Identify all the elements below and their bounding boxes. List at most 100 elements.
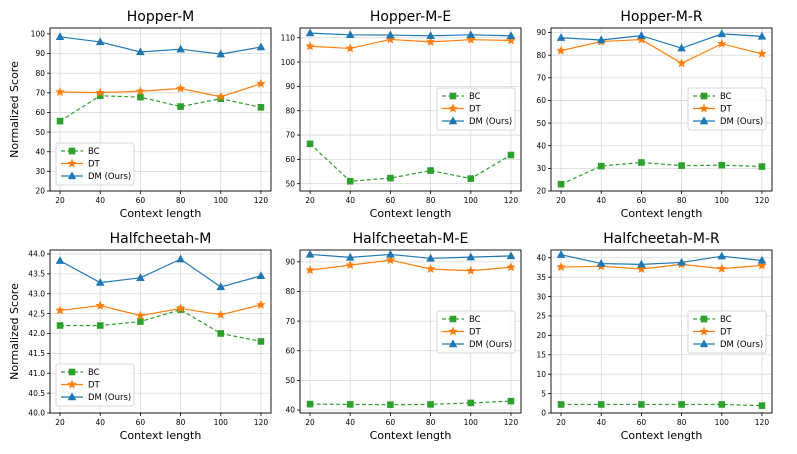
data-point-dt <box>556 45 566 55</box>
plot-frame <box>550 27 773 192</box>
legend-box <box>55 363 135 407</box>
y-tick-label: 80 <box>285 287 295 296</box>
data-point-bc <box>718 401 726 408</box>
x-axis-label: Context length <box>120 429 202 442</box>
x-tick-label: 80 <box>176 418 186 427</box>
data-point-dt <box>425 263 436 274</box>
x-tick-label: 120 <box>254 196 269 205</box>
x-tick-label: 80 <box>677 418 687 427</box>
legend-label-bc: BC <box>469 315 481 325</box>
panel-title: Hopper-M-R <box>620 9 703 25</box>
series-line-dt <box>309 259 512 272</box>
data-point-dt <box>175 303 186 313</box>
data-point-bc <box>56 117 64 125</box>
y-tick-label: 80 <box>35 69 45 78</box>
legend-label-dt: DT <box>88 381 101 391</box>
data-point-dm <box>426 31 435 39</box>
x-tick-label: 60 <box>386 418 396 427</box>
legend-label-bc: BC <box>720 315 732 325</box>
y-tick-label: 41.0 <box>28 369 45 378</box>
data-point-dm <box>556 33 566 41</box>
legend-marker-dt <box>699 103 709 113</box>
legend-marker-dm <box>448 339 458 348</box>
legend-label-bc: BC <box>469 92 481 102</box>
data-point-dm <box>136 47 145 56</box>
y-tick-label: 20 <box>536 187 546 196</box>
y-tick-label: 90 <box>285 258 295 267</box>
x-tick-label: 20 <box>305 196 315 205</box>
x-tick-label: 80 <box>677 196 687 205</box>
data-point-dm <box>305 249 315 258</box>
legend-label-dt: DT <box>720 105 733 115</box>
data-point-dt <box>305 41 315 51</box>
data-point-dm <box>757 255 767 264</box>
data-point-dm <box>506 251 516 260</box>
plot-frame <box>550 249 773 414</box>
legend-box <box>687 310 767 354</box>
x-tick-label: 40 <box>345 196 355 205</box>
legend-box <box>687 87 767 131</box>
data-point-dm <box>466 252 476 261</box>
legend-marker-dm <box>699 339 709 348</box>
series-line-dm <box>59 36 262 55</box>
data-point-dm <box>216 282 226 291</box>
x-tick-label: 100 <box>715 196 730 205</box>
series-line-dm <box>310 253 511 259</box>
y-axis-label: Normalized Score <box>8 283 21 380</box>
data-point-dm <box>466 30 476 39</box>
chart-panel-1: 20 40 60 80 100 120 20 30 40 50 60 70 80 90 100 Hopper-… <box>8 9 272 220</box>
x-tick-label: 20 <box>305 418 315 427</box>
data-point-dt <box>305 265 315 275</box>
data-point-dt <box>506 35 516 45</box>
y-tick-label: 5 <box>541 389 546 398</box>
x-tick-label: 60 <box>637 418 647 427</box>
data-point-dt <box>95 300 105 310</box>
data-point-bc <box>638 159 645 166</box>
data-point-bc <box>346 177 354 185</box>
y-tick-label: 40 <box>35 147 45 156</box>
data-point-bc <box>557 401 565 408</box>
y-tick-label: 90 <box>285 82 295 91</box>
y-tick-label: 0 <box>541 409 546 418</box>
data-point-dm <box>176 44 185 53</box>
legend-marker-dm <box>699 116 709 125</box>
data-point-bc <box>56 322 64 329</box>
series-line-dt <box>560 38 763 65</box>
data-point-dt <box>717 263 727 273</box>
data-point-dt <box>556 262 566 272</box>
data-point-dm <box>637 259 646 268</box>
chart-panel-6: 20 40 60 80 100 120 0 5 10 15 20 25 30 35 40 Halfcheeta… <box>536 231 773 442</box>
data-point-dt <box>95 87 105 97</box>
data-point-dt <box>55 87 65 97</box>
data-point-dt <box>135 310 146 320</box>
legend-marker-dt <box>448 103 458 113</box>
data-point-dm <box>345 30 355 39</box>
legend-marker-bc <box>449 315 457 323</box>
series-line-dt <box>561 263 762 270</box>
data-point-bc <box>758 402 766 409</box>
data-point-dt <box>506 262 516 272</box>
x-tick-label: 20 <box>556 196 566 205</box>
legend-label-bc: BC <box>720 92 732 102</box>
series-line-dt <box>60 83 262 98</box>
data-point-dt <box>135 86 146 96</box>
data-point-dm <box>677 257 686 266</box>
data-point-dm <box>717 29 727 38</box>
data-point-dt <box>466 34 476 44</box>
series-line-dm <box>561 33 762 49</box>
y-tick-label: 70 <box>285 131 295 140</box>
chart-panel-3: 20 40 60 80 100 120 20 30 40 50 60 70 80 90 Hopper-M-R… <box>536 9 773 220</box>
data-point-bc <box>678 401 685 408</box>
data-point-bc <box>557 180 565 188</box>
data-point-dm <box>556 250 566 258</box>
legend: BC DT DM (Ours) <box>436 310 516 354</box>
y-tick-label: 42.0 <box>28 329 45 338</box>
x-tick-label: 40 <box>95 418 105 427</box>
x-tick-label: 100 <box>464 196 479 205</box>
series-line-bc <box>309 143 512 182</box>
x-tick-label: 60 <box>136 418 146 427</box>
data-point-bc <box>96 92 104 100</box>
plot-frame <box>49 249 272 414</box>
data-point-dm <box>55 32 65 41</box>
